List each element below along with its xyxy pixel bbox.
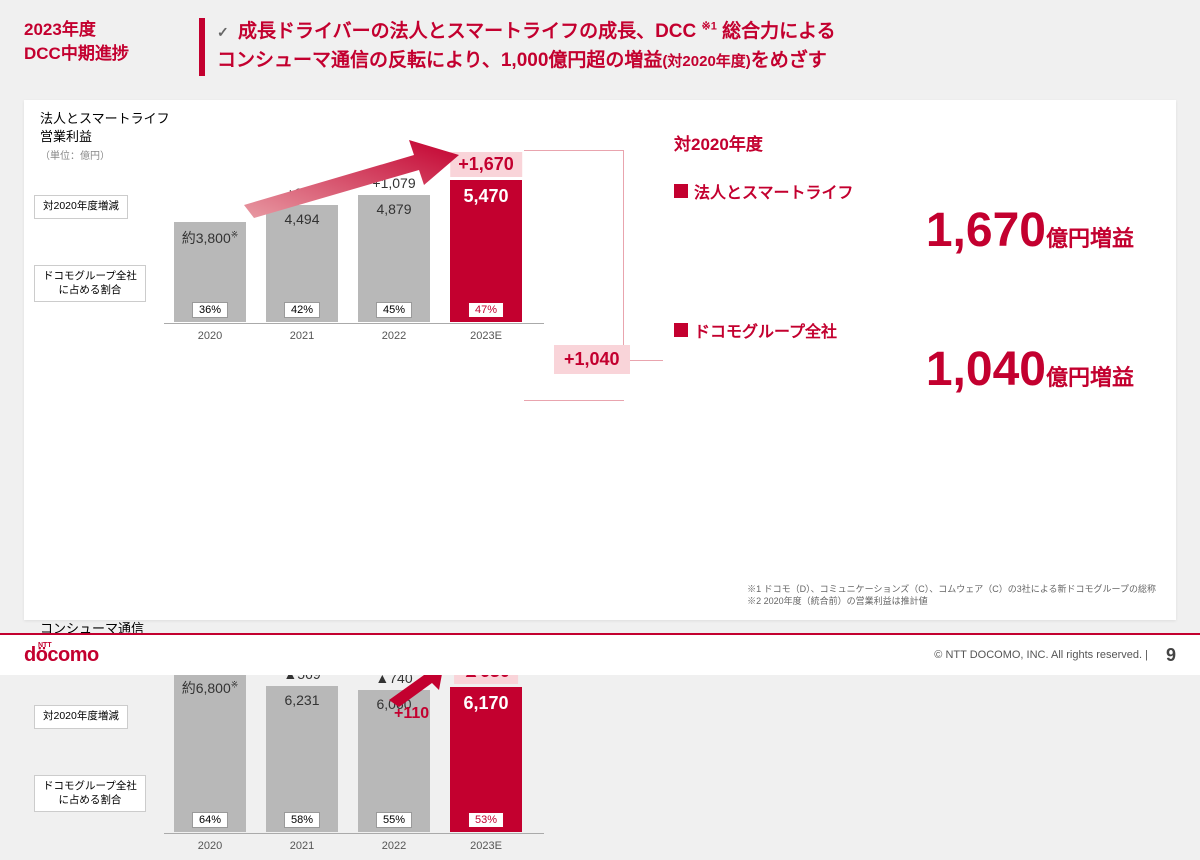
bar-percent: 36%: [192, 302, 228, 318]
bar-value: 4,494: [266, 211, 338, 227]
headline-1a: 成長ドライバーの法人とスマートライフの成長、DCC: [238, 21, 696, 42]
bar-group: +1,6705,47047%: [450, 180, 522, 322]
footnote-2: ※2 2020年度（統合前）の営業利益は推計値: [747, 595, 1156, 608]
bar-group: ▲5696,23158%: [266, 686, 338, 832]
bar-group: +6944,49442%: [266, 205, 338, 322]
bar-delta: +1,079: [358, 175, 430, 191]
chart1-axis: [164, 323, 544, 324]
bar-percent: 45%: [376, 302, 412, 318]
chart1-bars: 約3,800※ 36% +694 4,494 42% +1,079 4,879 45% +1,6…: [174, 122, 522, 322]
headline-1b: 総合力による: [722, 21, 835, 42]
summary-row1-label: 法人とスマートライフ: [674, 179, 1174, 203]
bar-delta: +694: [266, 185, 338, 201]
bar-value: 約6,800※: [174, 678, 246, 698]
headline-note: ※1: [702, 21, 717, 33]
bar-percent: 55%: [376, 812, 412, 828]
headline-2sub: (対2020年度): [662, 53, 750, 70]
xaxis-label: 2021: [266, 840, 338, 852]
header-left-line1: 2023年度: [24, 18, 199, 42]
square-icon: [674, 323, 688, 337]
xaxis-label: 2023E: [450, 330, 522, 342]
bar: 約3,800※ 36%: [174, 222, 246, 322]
headline-2b: をめざす: [751, 50, 827, 71]
bar-group: ▲6306,17053%: [450, 687, 522, 832]
summary-row1-value: 1,670億円増益: [674, 203, 1174, 258]
chart2-axis: [164, 833, 544, 834]
summary-row2-label: ドコモグループ全社: [674, 318, 1174, 342]
chart2-delta-label: 対2020年度増減: [34, 705, 128, 729]
bar-percent: 58%: [284, 812, 320, 828]
summary-row-2: ドコモグループ全社 1,040億円増益: [674, 318, 1174, 397]
chart-top: 法人とスマートライフ 営業利益 （単位：億円） 対2020年度増減 ドコモグルー…: [24, 100, 604, 350]
header-main: ✓ 成長ドライバーの法人とスマートライフの成長、DCC ※1 総合力による コン…: [217, 18, 1176, 75]
xaxis-label: 2020: [174, 330, 246, 342]
chart2-xaxis: 2020 2021 2022 2023E: [174, 840, 522, 852]
bar-value: 5,470: [450, 186, 522, 207]
bar-group: +1,0794,87945%: [358, 195, 430, 322]
docomo-logo: NTT döcomo: [24, 644, 99, 667]
bar-percent: 53%: [468, 812, 504, 828]
bar-percent: 47%: [468, 302, 504, 318]
footnotes: ※1 ドコモ（D）、コミュニケーションズ（C）、コムウェア（C）の3社による新ド…: [747, 583, 1156, 608]
bar: 4,494 42%: [266, 205, 338, 322]
chart2-inset-delta: +110: [394, 705, 429, 723]
bar-delta: +1,670: [450, 152, 522, 177]
header-left-line2: DCC中期進捗: [24, 42, 199, 66]
header-left: 2023年度 DCC中期進捗: [24, 18, 199, 66]
chart1-title: 法人とスマートライフ 営業利益 （単位：億円）: [40, 110, 170, 165]
square-icon: [674, 184, 688, 198]
bar-group: 約6,800※ 64%: [174, 672, 246, 832]
summary-row2-value: 1,040億円増益: [674, 342, 1174, 397]
headline-2a: コンシューマ通信の反転により、1,000億円超の増益: [217, 50, 662, 71]
page-number: 9: [1166, 645, 1176, 666]
xaxis-label: 2022: [358, 840, 430, 852]
bar-value: 約3,800※: [174, 228, 246, 248]
charts-area: 法人とスマートライフ 営業利益 （単位：億円） 対2020年度増減 ドコモグルー…: [24, 100, 604, 620]
bar-value: 6,231: [266, 692, 338, 708]
xaxis-label: 2022: [358, 330, 430, 342]
bar: 5,470 47%: [450, 180, 522, 322]
chart1-share-label: ドコモグループ全社 に占める割合: [34, 265, 146, 302]
summary-header: 対2020年度: [674, 130, 1174, 155]
bar-value: 4,879: [358, 201, 430, 217]
summary-panel: 対2020年度 法人とスマートライフ 1,670億円増益 ドコモグループ全社 1…: [674, 130, 1174, 437]
bar-group: 約3,800※ 36%: [174, 222, 246, 322]
bar-percent: 42%: [284, 302, 320, 318]
combined-delta-label: +1,040: [554, 345, 630, 374]
chart2-share-label: ドコモグループ全社 に占める割合: [34, 775, 146, 812]
bar: 約6,800※ 64%: [174, 672, 246, 832]
header: 2023年度 DCC中期進捗 ✓ 成長ドライバーの法人とスマートライフの成長、D…: [0, 0, 1200, 84]
chart1-delta-label: 対2020年度増減: [34, 195, 128, 219]
copyright: © NTT DOCOMO, INC. All rights reserved. …: [934, 649, 1148, 661]
footnote-1: ※1 ドコモ（D）、コミュニケーションズ（C）、コムウェア（C）の3社による新ド…: [747, 583, 1156, 596]
bar: 6,231 58%: [266, 686, 338, 832]
bar-percent: 64%: [192, 812, 228, 828]
summary-row-1: 法人とスマートライフ 1,670億円増益: [674, 179, 1174, 258]
bar-value: 6,170: [450, 693, 522, 714]
check-icon: ✓: [217, 24, 229, 40]
bar: 6,170 53%: [450, 687, 522, 832]
footer: NTT döcomo © NTT DOCOMO, INC. All rights…: [0, 633, 1200, 675]
bar: 4,879 45%: [358, 195, 430, 322]
xaxis-label: 2021: [266, 330, 338, 342]
content-card: 法人とスマートライフ 営業利益 （単位：億円） 対2020年度増減 ドコモグルー…: [24, 100, 1176, 620]
slide-page: 2023年度 DCC中期進捗 ✓ 成長ドライバーの法人とスマートライフの成長、D…: [0, 0, 1200, 675]
xaxis-label: 2020: [174, 840, 246, 852]
chart1-xaxis: 2020 2021 2022 2023E: [174, 330, 522, 342]
chart1-unit: （単位：億円）: [40, 151, 110, 162]
xaxis-label: 2023E: [450, 840, 522, 852]
header-accent-bar: [199, 18, 205, 76]
logo-ntt: NTT: [38, 642, 52, 649]
